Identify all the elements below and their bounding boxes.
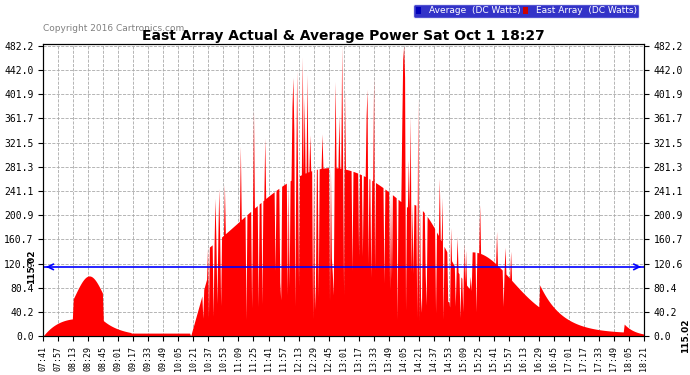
Title: East Array Actual & Average Power Sat Oct 1 18:27: East Array Actual & Average Power Sat Oc… [142,29,545,43]
Text: 115.02: 115.02 [28,250,37,284]
Text: 115.02: 115.02 [682,319,690,353]
Legend: Average  (DC Watts), East Array  (DC Watts): Average (DC Watts), East Array (DC Watts… [413,4,640,18]
Text: Copyright 2016 Cartronics.com: Copyright 2016 Cartronics.com [43,24,184,33]
